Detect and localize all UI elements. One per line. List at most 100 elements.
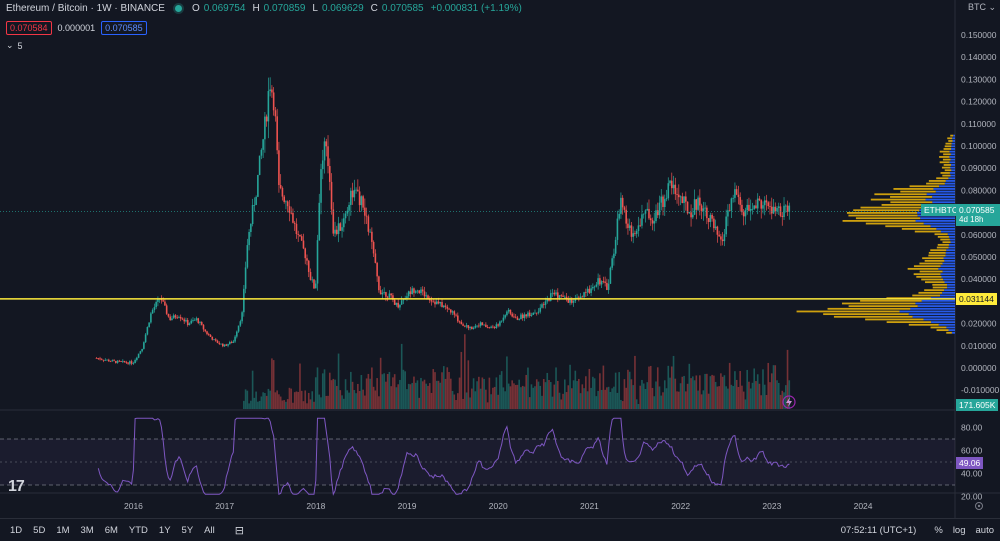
candle-body (553, 292, 556, 295)
clock-time[interactable]: 07:52:11 (UTC+1) (840, 524, 917, 536)
volume-profile-bar-blue (949, 238, 955, 241)
volume-profile-bar-blue (938, 267, 955, 270)
chart-canvas[interactable]: 0.150000 0.140000 0.130000 0.120000 0.110000… (0, 0, 1000, 518)
candle-body (237, 325, 240, 332)
volume-bar (749, 388, 752, 409)
candle-body (667, 183, 670, 199)
volume-bar (465, 392, 468, 409)
candle-body (464, 325, 466, 327)
candle-body (343, 218, 345, 228)
volume-bar (409, 384, 412, 409)
volume-bar (248, 403, 250, 409)
currency-selector[interactable]: BTC ⌄ (967, 2, 996, 12)
volume-bar (769, 382, 771, 409)
symbol-title[interactable]: Ethereum / Bitcoin · 1W · BINANCE (6, 3, 165, 14)
range-all[interactable]: All (204, 524, 215, 536)
candle-body (314, 283, 317, 289)
volume-bar (350, 371, 352, 409)
alert-lightning-icon[interactable] (782, 395, 796, 409)
candle-body (165, 305, 168, 314)
volume-bar (665, 388, 668, 409)
candle-body (295, 223, 298, 235)
candle-body (181, 318, 184, 320)
volume-bar (457, 393, 459, 409)
volume-bar (786, 349, 789, 409)
volume-bar (423, 379, 426, 409)
candle-body (688, 212, 691, 214)
candle-body (304, 248, 307, 259)
volume-profile-bar-gold (924, 259, 945, 262)
volume-bar (667, 365, 670, 409)
range-1y[interactable]: 1Y (158, 524, 171, 536)
volume-profile-bar-gold (796, 310, 900, 313)
volume-bar (714, 381, 717, 409)
candle-body (325, 141, 328, 147)
range-ytd[interactable]: YTD (128, 524, 148, 536)
volume-profile-bar-blue (950, 153, 955, 156)
candle-body (720, 236, 722, 240)
ohlc-low: 0.069629 (321, 3, 364, 14)
volume-profile-bar-gold (919, 262, 943, 265)
candle-body (735, 189, 738, 195)
volume-bar (651, 387, 654, 409)
percent-toggle[interactable]: % (934, 524, 943, 536)
candle-body (407, 291, 410, 297)
volume-profile-bar-gold (930, 326, 947, 329)
candle-body (292, 213, 294, 223)
volume-profile-bar-gold (936, 177, 949, 180)
volume-profile-bar-gold (874, 193, 927, 196)
candle-body (721, 239, 724, 242)
indicators-toggle[interactable]: ⌄ 5 (6, 40, 23, 51)
candle-body (460, 321, 463, 325)
candle-body (560, 295, 563, 297)
candle-body (97, 358, 100, 359)
volume-bar (400, 343, 403, 409)
candle-body (627, 223, 629, 228)
candle-body (232, 341, 235, 343)
tradingview-logo[interactable]: 17 (8, 478, 25, 495)
date-range-icon[interactable]: ⊟ (234, 524, 244, 537)
volume-profile-bar-gold (909, 185, 940, 188)
range-6m[interactable]: 6M (104, 524, 118, 536)
volume-bar (478, 376, 480, 409)
range-5y[interactable]: 5Y (181, 524, 194, 536)
bid-button[interactable]: 0.070584 (6, 21, 52, 35)
candle-body (716, 226, 719, 235)
volume-bar (716, 386, 719, 409)
volume-bar (337, 353, 340, 409)
volume-bar (762, 369, 764, 409)
candle-body (739, 197, 741, 205)
volume-profile-bar-gold (932, 286, 948, 289)
candle-body (623, 207, 626, 210)
volume-bar (372, 386, 375, 409)
volume-bar (602, 365, 605, 409)
volume-bar (741, 385, 743, 409)
volume-bar (369, 378, 371, 409)
candle-body (281, 187, 284, 197)
volume-bar (718, 386, 720, 409)
volume-bar (693, 380, 696, 409)
ask-button[interactable]: 0.070585 (101, 21, 147, 35)
candle-body (265, 116, 268, 122)
volume-bar (258, 400, 261, 409)
log-toggle[interactable]: log (952, 524, 966, 536)
candle-body (339, 223, 342, 231)
candle-body (513, 316, 515, 318)
volume-profile-bar-gold (900, 190, 936, 193)
range-3m[interactable]: 3M (80, 524, 94, 536)
candle-body (541, 304, 543, 308)
volume-profile-bar-blue (908, 313, 955, 316)
range-5d[interactable]: 5D (33, 524, 46, 536)
auto-toggle[interactable]: auto (975, 524, 995, 536)
volume-profile-bar-blue (939, 185, 955, 188)
candle-body (662, 196, 664, 208)
candle-body (660, 196, 663, 203)
range-1d[interactable]: 1D (10, 524, 23, 536)
candle-body (293, 222, 296, 224)
candle-body (670, 180, 673, 189)
range-1m[interactable]: 1M (56, 524, 70, 536)
candles (95, 77, 791, 366)
candle-body (455, 314, 457, 316)
settings-gear-icon[interactable] (975, 502, 983, 510)
candle-body (732, 197, 734, 199)
